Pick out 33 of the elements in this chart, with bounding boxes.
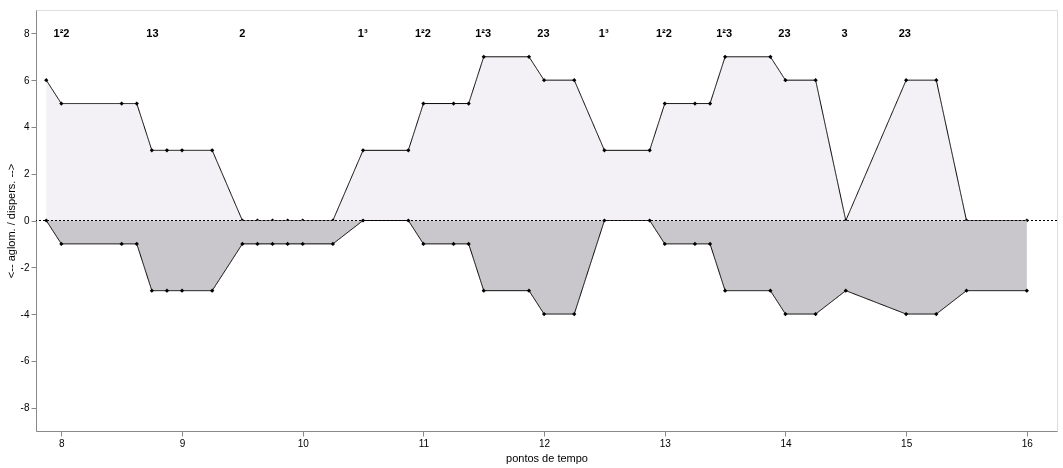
annotation: 13 [146, 27, 159, 39]
x-tick-label: 16 [1021, 437, 1034, 449]
x-tick-label: 15 [901, 437, 913, 449]
annotation: 1²2 [53, 27, 70, 39]
annotation: 1³ [598, 27, 609, 39]
x-tick-label: 12 [539, 437, 551, 449]
y-tick-label: 6 [23, 74, 30, 86]
annotation: 1²3 [475, 27, 492, 39]
annotation: 1²2 [655, 27, 672, 39]
annotation: 23 [898, 27, 911, 39]
y-tick-label: -8 [20, 402, 30, 414]
annotation: 3 [841, 27, 848, 39]
annotation: 23 [537, 27, 550, 39]
y-tick-label: 0 [23, 215, 30, 226]
x-tick-label: 13 [659, 437, 672, 449]
y-tick-label: 2 [23, 168, 30, 180]
annotation: 23 [778, 27, 791, 39]
y-tick-label: -2 [20, 261, 30, 273]
annotation: 2 [239, 27, 246, 39]
annotation: 1²2 [415, 27, 431, 39]
x-tick-label: 14 [780, 437, 792, 449]
y-tick-label: -6 [20, 355, 30, 367]
x-tick-label: 8 [59, 437, 66, 449]
x-axis-title: pontos de tempo [506, 451, 588, 464]
y-tick-label: -4 [20, 308, 30, 320]
annotation: 1²3 [716, 27, 733, 39]
x-tick-label: 10 [297, 437, 310, 449]
x-tick-label: 11 [418, 437, 430, 449]
y-tick-label: 4 [23, 121, 30, 133]
x-tick-label: 9 [179, 437, 186, 449]
annotation: 1³ [357, 27, 368, 39]
y-axis-title: <-- aglom. / dispers. --> [4, 163, 17, 279]
y-tick-label: 8 [23, 27, 30, 39]
